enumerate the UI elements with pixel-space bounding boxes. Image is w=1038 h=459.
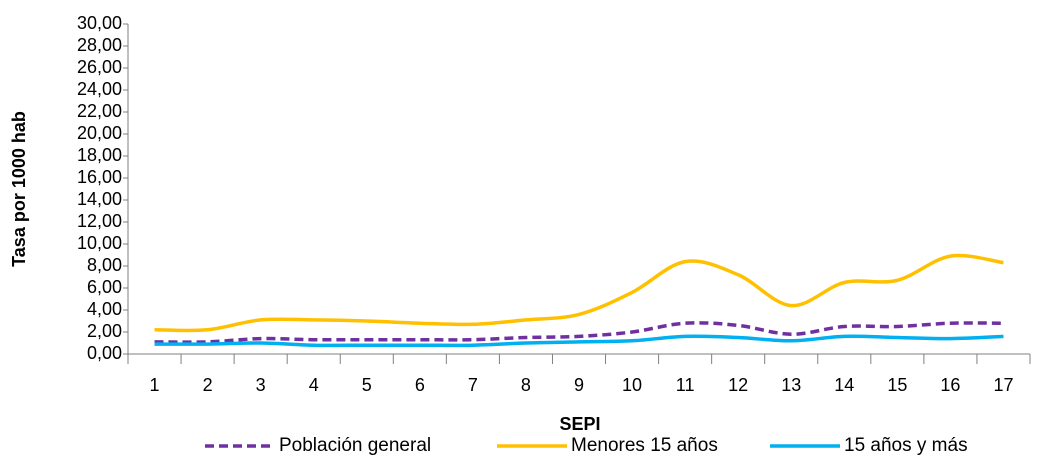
series-line [154,321,1004,344]
x-tick-label: 16 [940,375,960,395]
x-tick-label: 4 [309,375,319,395]
x-tick-label: 2 [203,375,213,395]
x-tick-label: 8 [521,375,531,395]
y-tick-label: 10,00 [77,233,122,253]
series-line [154,334,1004,348]
y-tick-label: 14,00 [77,189,122,209]
x-tick-label: 12 [728,375,748,395]
x-tick-label: 15 [887,375,907,395]
y-tick-label: 4,00 [87,299,122,319]
x-tick-label: 6 [415,375,425,395]
series-line [154,253,1004,333]
y-tick-label: 0,00 [87,343,122,363]
legend-label: 15 años y más [844,435,968,456]
legend-label: Población general [279,435,431,456]
y-tick-label: 30,00 [77,13,122,33]
y-tick-label: 20,00 [77,123,122,143]
x-tick-label: 9 [574,375,584,395]
legend-label: Menores 15 años [571,435,718,456]
x-tick-label: 5 [362,375,372,395]
y-tick-label: 2,00 [87,321,122,341]
y-tick-label: 8,00 [87,255,122,275]
x-tick-label: 1 [150,375,160,395]
x-tick-label: 10 [622,375,642,395]
x-tick-label: 13 [781,375,801,395]
x-tick-label: 11 [676,375,695,395]
y-tick-label: 6,00 [87,277,122,297]
x-tick-label: 17 [993,375,1013,395]
y-tick-label: 22,00 [77,101,122,121]
y-tick-label: 24,00 [77,79,122,99]
y-tick-label: 18,00 [77,145,122,165]
y-tick-label: 28,00 [77,35,122,55]
y-axis-label: Tasa por 1000 hab [9,111,29,267]
x-tick-label: 14 [834,375,854,395]
x-tick-label: 7 [468,375,478,395]
y-tick-label: 12,00 [77,211,122,231]
y-tick-label: 16,00 [77,167,122,187]
x-tick-label: 3 [256,375,266,395]
x-axis-label: SEPI [559,414,600,434]
y-tick-label: 26,00 [77,57,122,77]
